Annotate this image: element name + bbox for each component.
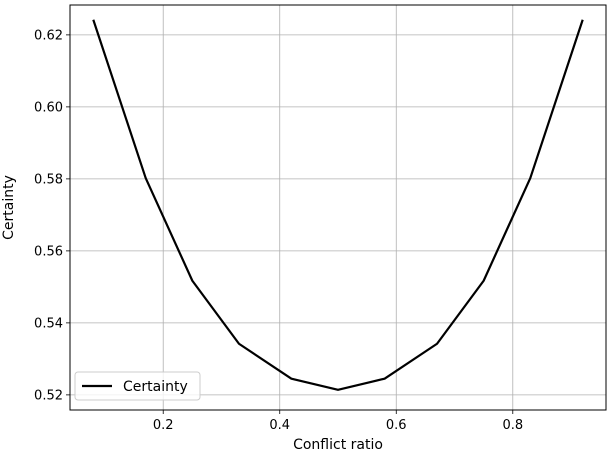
axes-frame [69, 4, 607, 411]
x-tick-label: 0.2 [153, 418, 174, 433]
y-tick-label: 0.56 [34, 244, 63, 259]
y-axis-label: Certainty [1, 175, 17, 240]
grid [70, 5, 606, 410]
legend-box [74, 371, 201, 401]
y-tick-label: 0.54 [34, 316, 63, 331]
y-tick-label: 0.62 [34, 28, 63, 43]
y-tick-label: 0.58 [34, 172, 63, 187]
ticks: 0.2 0.4 0.6 0.8 0.52 0.54 0.56 0.58 0.60 0.62 [34, 28, 523, 433]
y-tick-label: 0.52 [34, 388, 63, 403]
x-tick-label: 0.6 [386, 418, 407, 433]
x-tick-label: 0.4 [269, 418, 290, 433]
legend-label-certainty: Certainty [123, 379, 188, 395]
plot-area [92, 19, 584, 391]
y-tick-label: 0.60 [34, 100, 63, 115]
x-axis-label: Conflict ratio [293, 437, 383, 453]
legend: Certainty [74, 371, 201, 401]
x-tick-label: 0.8 [502, 418, 523, 433]
